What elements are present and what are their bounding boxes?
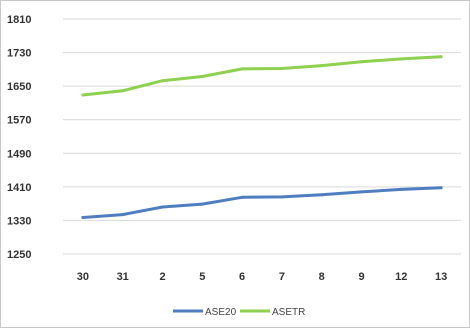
x-tick-label: 12 (395, 271, 407, 283)
x-tick-label: 5 (199, 271, 205, 283)
data-point (360, 190, 363, 194)
y-tick-label: 1250 (7, 249, 31, 261)
data-point (439, 55, 443, 59)
data-point (320, 193, 324, 197)
series-line-asetr (81, 55, 443, 97)
data-point (161, 205, 164, 209)
data-point (200, 202, 204, 206)
x-tick-label: 30 (77, 271, 89, 283)
data-point (81, 215, 85, 219)
data-point (280, 195, 284, 199)
data-point (320, 64, 324, 68)
x-tick-label: 13 (435, 271, 447, 283)
x-tick-label: 7 (279, 271, 285, 283)
y-tick-label: 1650 (7, 81, 31, 93)
y-tick-label: 1330 (7, 215, 31, 227)
data-point (280, 67, 284, 71)
y-tick-label: 1490 (7, 148, 31, 160)
data-point (240, 67, 244, 71)
data-point (161, 79, 164, 83)
x-tick-label: 9 (358, 271, 364, 283)
x-tick-label: 31 (117, 271, 129, 283)
data-point (399, 57, 403, 61)
x-tick-label: 6 (239, 271, 245, 283)
x-tick-label: 8 (319, 271, 325, 283)
data-point (399, 187, 403, 191)
legend-label: ASETR (272, 307, 305, 318)
y-tick-label: 1410 (7, 182, 31, 194)
legend-label: ASE20 (205, 307, 237, 318)
data-point (121, 213, 125, 217)
data-point (200, 74, 204, 78)
y-tick-label: 1810 (7, 14, 31, 26)
series-line-ase20 (81, 186, 443, 219)
x-tick-label: 2 (159, 271, 165, 283)
data-point (240, 195, 244, 199)
y-tick-label: 1570 (7, 115, 31, 127)
data-point (81, 93, 85, 97)
data-point (360, 60, 363, 64)
data-point (121, 89, 125, 93)
y-tick-label: 1730 (7, 48, 31, 60)
data-point (439, 186, 443, 190)
